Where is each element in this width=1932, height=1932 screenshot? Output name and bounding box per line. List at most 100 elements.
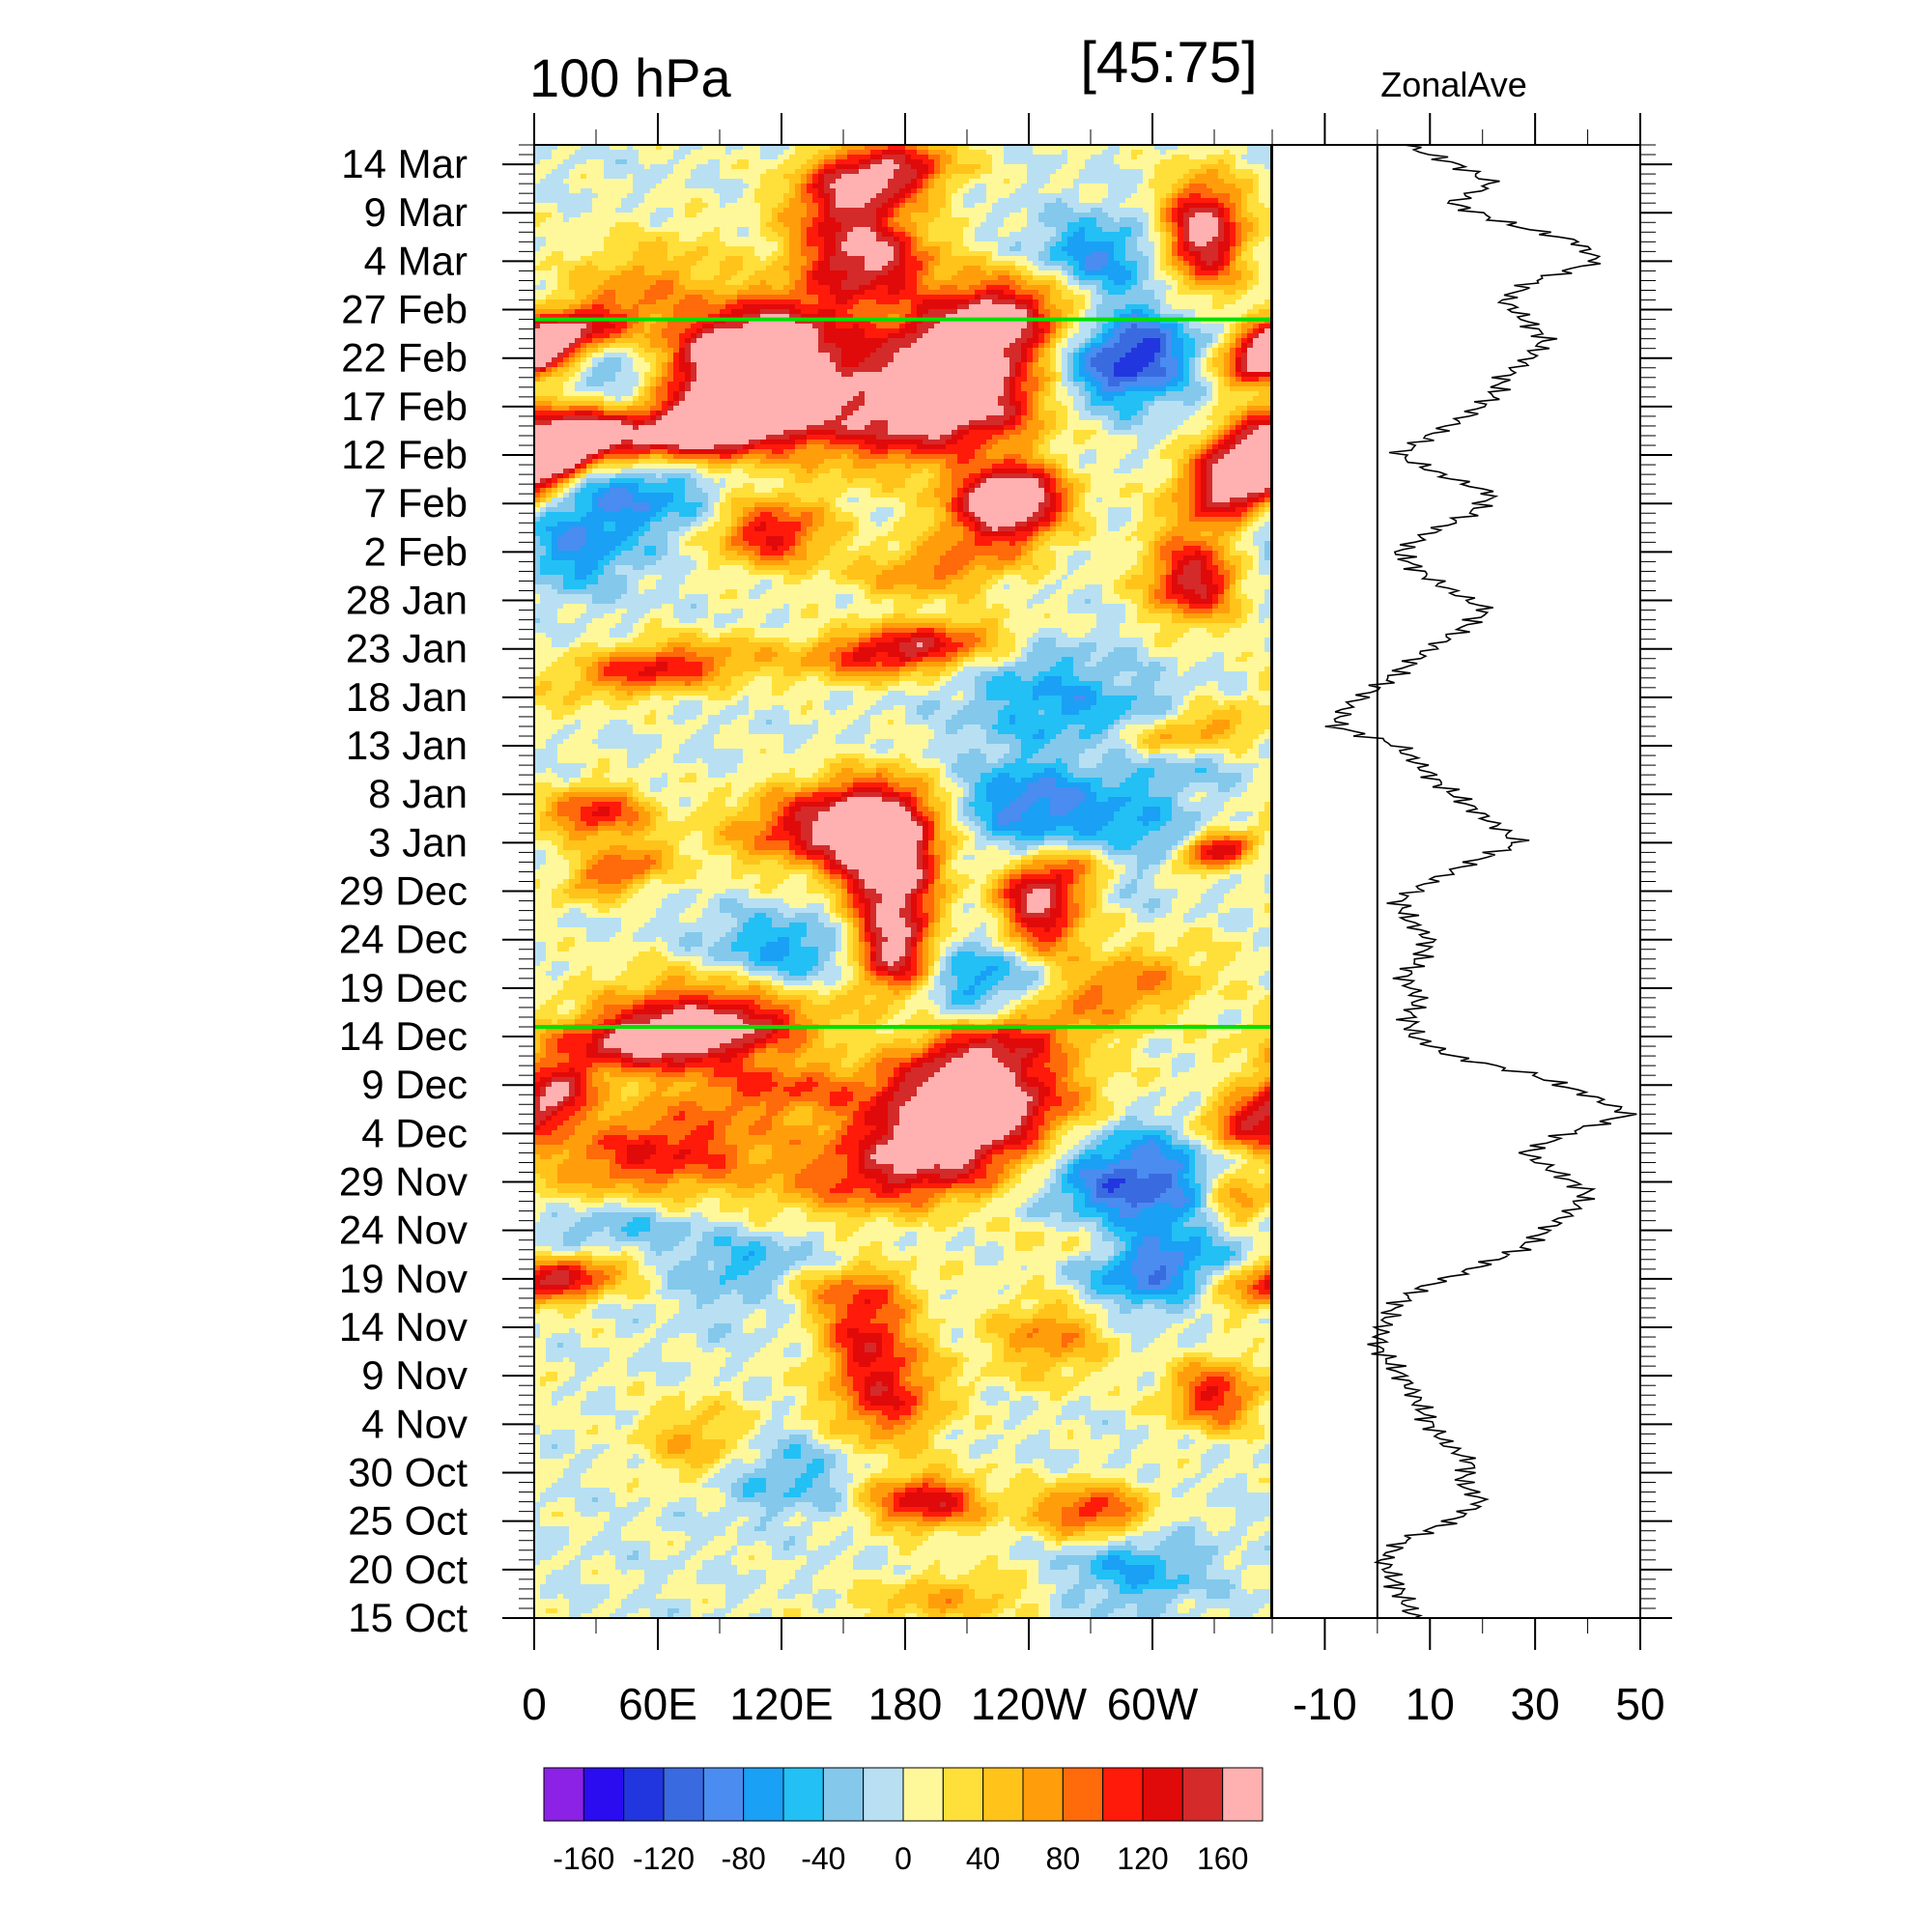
field-cell — [615, 266, 622, 271]
field-cell — [905, 232, 912, 238]
field-cell — [656, 242, 663, 247]
field-cell — [1004, 179, 1010, 185]
field-cell — [1253, 198, 1260, 204]
field-cell — [1207, 213, 1213, 218]
field-cell — [963, 213, 970, 218]
field-cell — [540, 266, 547, 271]
field-cell — [1259, 198, 1265, 204]
field-cell — [969, 150, 976, 156]
field-cell — [575, 295, 582, 300]
field-cell — [923, 266, 929, 271]
field-cell — [662, 193, 668, 199]
field-cell — [737, 251, 744, 257]
field-cell — [1027, 309, 1034, 315]
field-cell — [1166, 174, 1173, 180]
field-cell — [1038, 251, 1045, 257]
field-cell — [749, 324, 755, 329]
field-cell — [702, 217, 709, 223]
field-cell — [1114, 179, 1121, 185]
field-cell — [1067, 299, 1074, 305]
field-cell — [992, 217, 999, 223]
field-cell — [1143, 217, 1150, 223]
field-cell — [801, 150, 808, 156]
field-cell — [592, 213, 599, 218]
field-cell — [1183, 304, 1190, 310]
field-cell — [1189, 179, 1196, 185]
field-cell — [1091, 246, 1097, 252]
field-cell — [1004, 242, 1010, 247]
field-cell — [546, 256, 553, 262]
field-cell — [940, 174, 947, 180]
field-cell — [1038, 328, 1045, 334]
field-cell — [859, 164, 866, 170]
field-cell — [870, 261, 877, 267]
field-cell — [1247, 261, 1254, 267]
field-cell — [928, 222, 935, 228]
field-cell — [610, 232, 616, 238]
field-cell — [963, 159, 970, 165]
field-cell — [1021, 237, 1028, 242]
field-cell — [789, 150, 796, 156]
field-cell — [1183, 217, 1190, 223]
field-cell — [691, 198, 697, 204]
field-cell — [992, 256, 999, 262]
field-cell — [552, 261, 558, 267]
field-cell — [812, 246, 819, 252]
field-cell — [627, 155, 634, 160]
field-cell — [685, 179, 692, 185]
field-cell — [1149, 188, 1155, 194]
field-cell — [1178, 295, 1184, 300]
field-cell — [1166, 213, 1173, 218]
field-cell — [882, 159, 889, 165]
field-cell — [940, 299, 947, 305]
field-cell — [662, 251, 668, 257]
field-cell — [552, 256, 558, 262]
field-cell — [720, 227, 726, 233]
field-cell — [563, 150, 570, 156]
field-cell — [610, 213, 616, 218]
field-cell — [725, 208, 732, 213]
field-cell — [940, 242, 947, 247]
field-cell — [1212, 227, 1219, 233]
field-cell — [1050, 280, 1057, 286]
field-cell — [1264, 222, 1271, 228]
field-cell — [928, 188, 935, 194]
field-cell — [1207, 222, 1213, 228]
field-cell — [1154, 174, 1161, 180]
field-cell — [940, 275, 947, 281]
field-cell — [795, 290, 802, 296]
field-cell — [743, 261, 750, 267]
field-cell — [1143, 188, 1150, 194]
field-cell — [865, 280, 871, 286]
field-cell — [1114, 266, 1121, 271]
field-cell — [552, 208, 558, 213]
field-cell — [830, 155, 837, 160]
field-cell — [853, 251, 860, 257]
field-cell — [1166, 198, 1173, 204]
field-cell — [865, 222, 871, 228]
field-cell — [552, 266, 558, 271]
field-cell — [1160, 198, 1167, 204]
field-cell — [1108, 251, 1115, 257]
field-cell — [1241, 285, 1248, 291]
field-cell — [1021, 261, 1028, 267]
field-cell — [575, 159, 582, 165]
field-cell — [592, 295, 599, 300]
field-cell — [963, 304, 970, 310]
field-cell — [952, 222, 958, 228]
field-cell — [621, 256, 628, 262]
field-cell — [1131, 324, 1138, 329]
field-cell — [905, 324, 912, 329]
field-cell — [1120, 188, 1126, 194]
field-cell — [1195, 174, 1202, 180]
field-cell — [708, 217, 715, 223]
field-cell — [1079, 295, 1086, 300]
field-cell — [633, 304, 639, 310]
field-cell — [1154, 290, 1161, 296]
field-cell — [714, 280, 721, 286]
field-cell — [557, 304, 564, 310]
field-cell — [1137, 188, 1144, 194]
field-cell — [1253, 242, 1260, 247]
field-cell — [662, 179, 668, 185]
field-cell — [980, 179, 987, 185]
